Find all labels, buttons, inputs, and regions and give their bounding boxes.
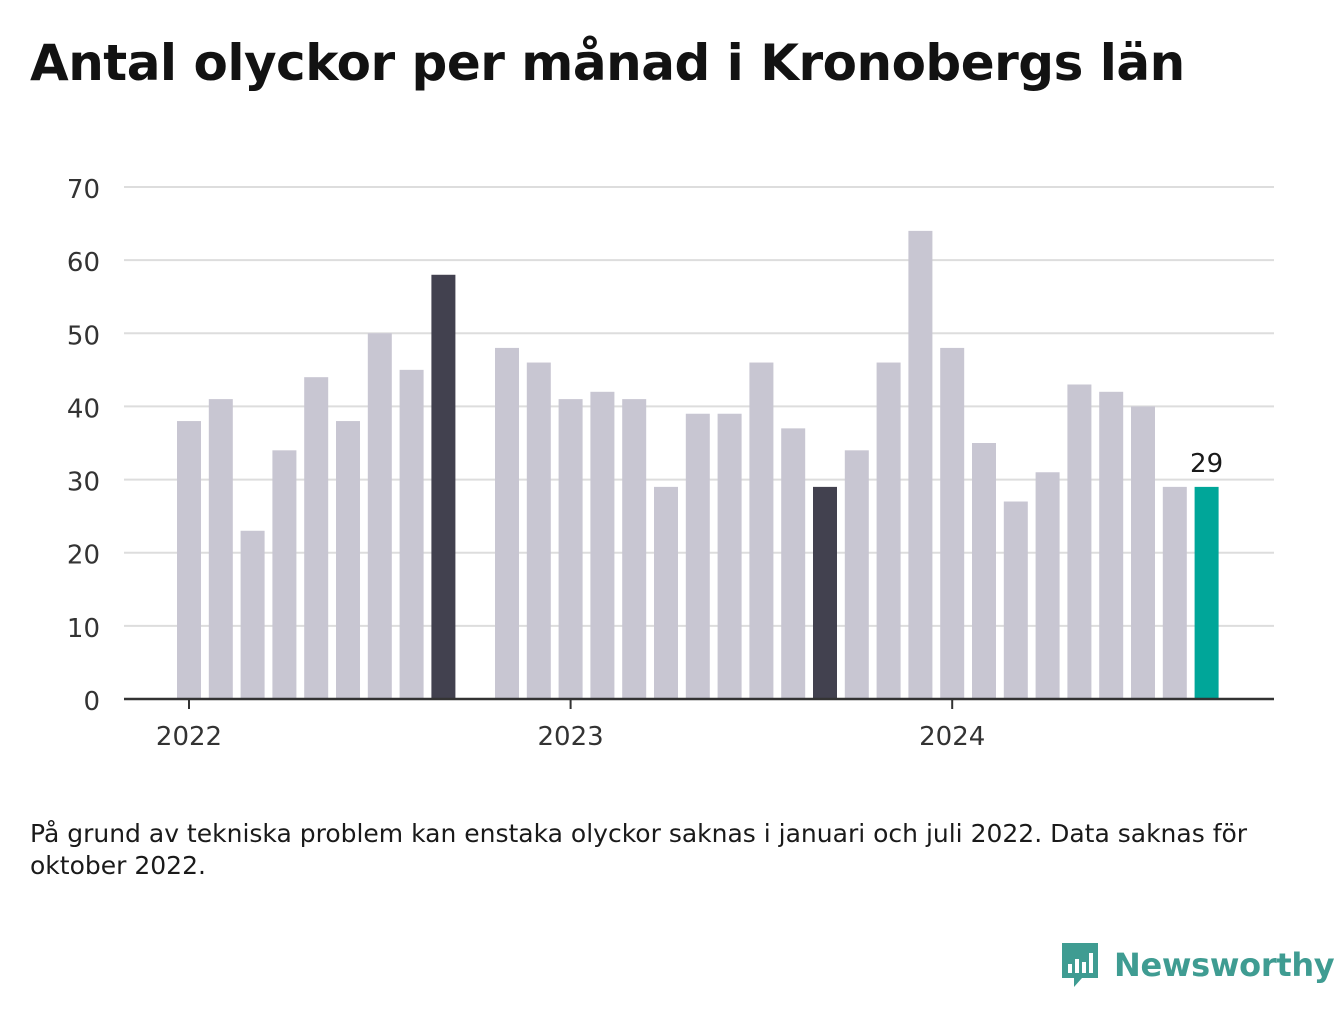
- bar-2023-10: [844, 450, 869, 699]
- bar-2024-08: [1162, 486, 1187, 699]
- bar-2022-03: [240, 530, 265, 699]
- bar-2022-09: [431, 274, 456, 699]
- bar-2022-11: [495, 347, 519, 699]
- bar-2023-01: [558, 399, 583, 699]
- brand-name: Newsworthy: [1114, 946, 1335, 984]
- bar-2023-04: [654, 486, 678, 699]
- bar-2024-03: [1003, 501, 1028, 699]
- bar-2023-05: [685, 413, 710, 699]
- bar-2024-09: [1194, 486, 1219, 699]
- bar-2024-07: [1131, 406, 1155, 699]
- y-tick-label: 40: [67, 394, 100, 424]
- y-axis-ticks: 0 10 20 30 40 50 60 70: [67, 175, 100, 717]
- bar-2022-08: [399, 369, 424, 699]
- y-tick-label: 30: [67, 468, 100, 498]
- y-tick-label: 20: [67, 541, 100, 571]
- footnote: På grund av tekniska problem kan enstaka…: [30, 819, 1248, 880]
- bar-2022-02: [208, 399, 233, 699]
- y-tick-label: 10: [67, 614, 100, 644]
- bar-2022-06: [336, 421, 360, 699]
- bar-2023-12: [908, 230, 933, 699]
- bar-chart: 0 10 20 30 40 50 60 70 29 2022 2023 2024: [67, 175, 1274, 752]
- bar-2022-05: [304, 377, 329, 699]
- chart-title: Antal olyckor per månad i Kronobergs län: [30, 34, 1185, 92]
- bar-2024-01: [940, 347, 965, 699]
- bar-2023-11: [876, 362, 901, 699]
- x-axis: 2022 2023 2024: [124, 697, 1274, 752]
- bar-2023-06: [717, 413, 742, 699]
- newsworthy-chart-bubble-icon: [1062, 943, 1098, 987]
- bar-2022-07: [367, 333, 392, 699]
- bar-2023-08: [781, 428, 806, 699]
- newsworthy-logo[interactable]: Newsworthy: [1060, 940, 1335, 990]
- bar-2022-04: [272, 450, 297, 699]
- bar-2024-05: [1067, 384, 1092, 699]
- bar-2024-06: [1099, 391, 1124, 699]
- bar-2022-01: [177, 421, 201, 699]
- data-labels: 29: [1190, 449, 1223, 479]
- bar-2024-02: [972, 443, 996, 699]
- x-tick-label: 2023: [538, 722, 604, 752]
- bar-2023-02: [590, 391, 615, 699]
- x-tick-label: 2024: [919, 722, 985, 752]
- bar-2024-04: [1035, 472, 1060, 699]
- data-label: 29: [1190, 449, 1223, 479]
- y-tick-label: 70: [67, 175, 100, 205]
- y-tick-label: 0: [83, 687, 100, 717]
- bar-2023-07: [749, 362, 774, 699]
- bars: [177, 230, 1219, 699]
- x-tick-label: 2022: [156, 722, 222, 752]
- bar-2023-03: [622, 399, 647, 699]
- bar-2022-12: [526, 362, 551, 699]
- bar-2023-09: [813, 486, 837, 699]
- y-tick-label: 50: [67, 321, 100, 351]
- y-tick-label: 60: [67, 248, 100, 278]
